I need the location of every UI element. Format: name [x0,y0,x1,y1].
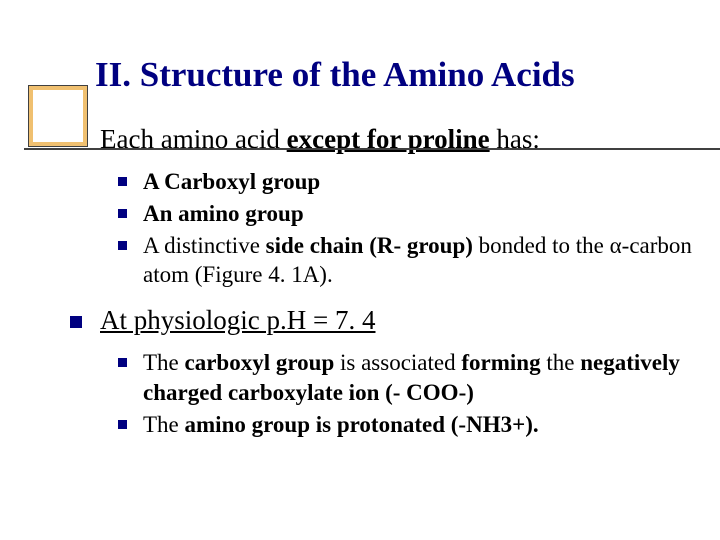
bullet-level1: At physiologic p.H = 7. 4 [70,304,710,338]
title-area: II. Structure of the Amino Acids [0,0,720,95]
square-bullet-icon [118,177,127,186]
bullet-text: The carboxyl group is associated forming… [143,348,710,408]
text-fragment: is associated [334,350,461,375]
square-bullet-icon [118,420,127,429]
square-bullet-icon [70,316,82,328]
bullet-level2: An amino group [118,199,710,229]
square-bullet-icon [118,358,127,367]
title-underline [24,148,720,150]
text-fragment: the [541,350,581,375]
text-fragment: The [143,412,185,437]
bullet-level2: The carboxyl group is associated forming… [118,348,710,408]
text-fragment-bold: carboxyl group [185,350,335,375]
bullet-level2: The amino group is protonated (-NH3+). [118,410,710,440]
bullet-level2: A distinctive side chain (R- group) bond… [118,231,710,291]
bullet-text: An amino group [143,199,304,229]
sub-bullet-group: The carboxyl group is associated forming… [70,348,710,440]
text-fragment-bold: forming [461,350,540,375]
bullet-text: Each amino acid except for proline has: [100,123,540,157]
text-fragment-bold: amino group is protonated (-NH3+). [185,412,539,437]
text-fragment: The [143,350,185,375]
content-area: Each amino acid except for proline has: … [0,95,720,440]
bullet-level2: A Carboxyl group [118,167,710,197]
bullet-text: The amino group is protonated (-NH3+). [143,410,539,440]
bullet-level1: Each amino acid except for proline has: [70,123,710,157]
text-fragment-bold: side chain (R- group) [266,233,473,258]
bullet-text: A Carboxyl group [143,167,320,197]
square-bullet-icon [118,241,127,250]
bullet-text-underline: At physiologic p.H = 7. 4 [100,304,375,338]
slide-title: II. Structure of the Amino Acids [95,55,720,95]
bullet-text: A distinctive side chain (R- group) bond… [143,231,710,291]
square-bullet-icon [118,209,127,218]
decorative-gold-box [28,85,88,147]
text-fragment: A distinctive [143,233,266,258]
sub-bullet-group: A Carboxyl group An amino group A distin… [70,167,710,291]
